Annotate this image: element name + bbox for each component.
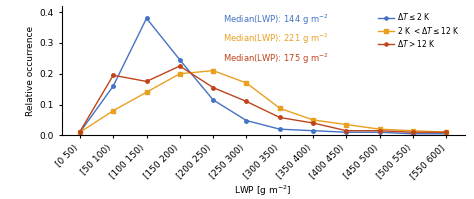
$\Delta T \leq 2$ K [344,131,349,134]
X-axis label: LWP [g m$^{-2}$]: LWP [g m$^{-2}$] [234,183,292,198]
$\Delta T > 12$ K [244,100,249,103]
$\Delta T \leq 2$ K [443,133,449,135]
$\Delta T \leq 2$ K [210,99,216,101]
$2$ K $< \Delta T \leq 12$ K [277,107,283,109]
$\Delta T > 12$ K [77,130,83,133]
$2$ K $< \Delta T \leq 12$ K [144,91,149,93]
$\Delta T \leq 2$ K [377,131,383,134]
$\Delta T > 12$ K [310,122,316,124]
Text: Median(LWP): 221 g m$^{-2}$: Median(LWP): 221 g m$^{-2}$ [223,32,328,46]
Line: $\Delta T \leq 2$ K: $\Delta T \leq 2$ K [78,17,448,136]
$\Delta T > 12$ K [443,131,449,134]
$\Delta T > 12$ K [210,86,216,89]
$\Delta T \leq 2$ K [77,131,83,134]
$2$ K $< \Delta T \leq 12$ K [443,131,449,134]
Text: Median(LWP): 175 g m$^{-2}$: Median(LWP): 175 g m$^{-2}$ [223,51,328,66]
$2$ K $< \Delta T \leq 12$ K [77,131,83,134]
$\Delta T > 12$ K [110,74,116,76]
Line: $2$ K $< \Delta T \leq 12$ K: $2$ K $< \Delta T \leq 12$ K [78,69,448,134]
$2$ K $< \Delta T \leq 12$ K [110,109,116,112]
$\Delta T \leq 2$ K [244,119,249,122]
$\Delta T \leq 2$ K [277,128,283,130]
$2$ K $< \Delta T \leq 12$ K [244,82,249,84]
$2$ K $< \Delta T \leq 12$ K [177,72,182,75]
Legend: $\Delta T \leq 2$ K, $2$ K $< \Delta T \leq 12$ K, $\Delta T > 12$ K: $\Delta T \leq 2$ K, $2$ K $< \Delta T \… [377,10,461,50]
$2$ K $< \Delta T \leq 12$ K [310,119,316,121]
$2$ K $< \Delta T \leq 12$ K [210,69,216,72]
Text: Median(LWP): 144 g m$^{-2}$: Median(LWP): 144 g m$^{-2}$ [223,12,328,27]
Y-axis label: Relative occurrence: Relative occurrence [27,26,36,116]
$2$ K $< \Delta T \leq 12$ K [344,123,349,126]
$2$ K $< \Delta T \leq 12$ K [410,130,416,132]
$\Delta T \leq 2$ K [410,133,416,135]
$\Delta T \leq 2$ K [144,17,149,20]
$\Delta T > 12$ K [410,131,416,134]
$\Delta T > 12$ K [344,130,349,132]
$\Delta T > 12$ K [144,80,149,83]
$\Delta T > 12$ K [377,130,383,132]
$\Delta T \leq 2$ K [110,85,116,87]
$\Delta T > 12$ K [177,65,182,67]
$2$ K $< \Delta T \leq 12$ K [377,128,383,130]
Line: $\Delta T > 12$ K: $\Delta T > 12$ K [78,64,448,134]
$\Delta T \leq 2$ K [310,130,316,132]
$\Delta T \leq 2$ K [177,59,182,61]
$\Delta T > 12$ K [277,116,283,119]
